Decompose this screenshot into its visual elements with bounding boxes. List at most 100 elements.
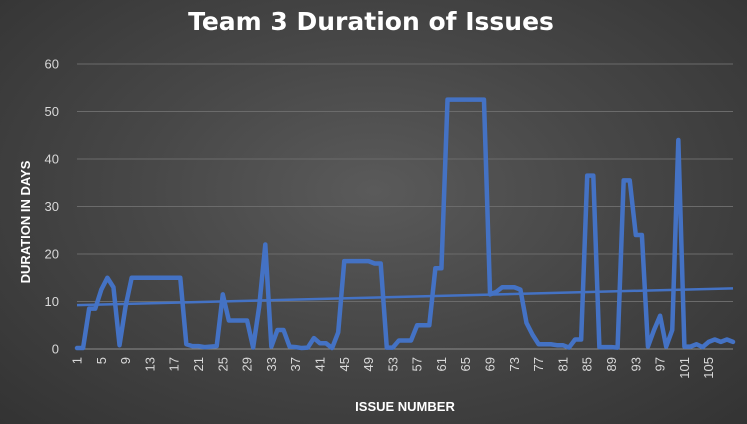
data-point — [445, 98, 450, 102]
data-point — [209, 345, 213, 349]
data-point — [160, 276, 164, 280]
y-tick-label: 0 — [52, 342, 59, 357]
data-point — [688, 345, 693, 349]
data-point — [148, 276, 152, 280]
data-point — [615, 345, 620, 350]
data-point — [719, 340, 723, 344]
x-tick-label: 101 — [677, 357, 692, 379]
data-point — [634, 233, 638, 237]
data-point — [269, 345, 273, 349]
data-point — [245, 318, 249, 323]
x-axis-label: ISSUE NUMBER — [355, 399, 455, 414]
data-point — [537, 342, 541, 346]
data-point — [464, 98, 468, 102]
x-tick-label: 69 — [483, 357, 498, 371]
data-point — [239, 318, 243, 323]
data-point — [707, 340, 711, 344]
chart-title: Team 3 Duration of Issues — [188, 7, 554, 36]
data-point — [275, 328, 280, 332]
data-point — [330, 346, 334, 350]
x-tick-label: 37 — [288, 357, 303, 371]
data-point — [591, 174, 595, 178]
data-point — [561, 343, 565, 347]
data-point — [105, 276, 109, 280]
data-point — [287, 345, 292, 349]
x-tick-label: 105 — [701, 357, 716, 379]
data-point — [433, 266, 437, 270]
data-point — [682, 345, 687, 349]
x-tick-label: 25 — [215, 357, 230, 371]
data-point — [439, 266, 444, 270]
data-point — [342, 259, 346, 263]
data-point — [196, 344, 201, 348]
data-point — [415, 323, 419, 327]
data-point — [731, 340, 735, 344]
data-point — [373, 261, 377, 266]
data-point — [609, 345, 614, 349]
y-tick-label: 20 — [45, 247, 59, 262]
x-tick-label: 61 — [434, 357, 449, 371]
data-point — [451, 98, 456, 102]
data-point — [670, 328, 674, 332]
x-tick-label: 1 — [70, 357, 85, 364]
y-tick-label: 50 — [45, 104, 59, 119]
data-point — [385, 345, 389, 350]
x-tick-label: 57 — [410, 357, 425, 371]
y-tick-label: 40 — [45, 152, 59, 167]
data-point — [306, 345, 310, 350]
x-tick-label: 29 — [240, 357, 255, 371]
data-point — [585, 174, 589, 178]
data-point — [215, 344, 219, 348]
data-point — [725, 337, 729, 342]
data-point — [354, 259, 359, 263]
data-point — [93, 307, 97, 311]
data-point — [664, 345, 668, 349]
x-tick-label: 53 — [385, 357, 400, 371]
y-tick-label: 10 — [45, 294, 59, 309]
data-point — [348, 259, 352, 263]
data-point — [397, 338, 401, 343]
x-tick-label: 89 — [604, 357, 619, 371]
data-point — [142, 276, 146, 280]
data-point — [379, 261, 383, 266]
data-point — [324, 341, 328, 345]
data-point — [202, 345, 207, 349]
data-point — [233, 318, 237, 323]
data-point — [494, 290, 498, 294]
data-point — [294, 345, 298, 349]
data-point — [427, 323, 431, 327]
data-point — [166, 276, 170, 280]
data-point — [117, 343, 122, 347]
data-point — [622, 178, 626, 182]
x-axis-ticks: 1 5 9 13 17 21 25 29 33 37 41 45 49 53 57 61 65 69 73 77 81 8… — [70, 357, 717, 379]
data-point — [512, 285, 516, 289]
data-point — [227, 318, 231, 323]
data-point — [263, 242, 267, 247]
data-point — [312, 336, 316, 340]
x-tick-label: 49 — [361, 357, 376, 371]
data-point — [75, 346, 79, 350]
data-point — [567, 345, 571, 350]
data-point — [458, 98, 462, 102]
data-point — [476, 98, 480, 102]
data-point — [300, 346, 304, 350]
data-point — [488, 292, 492, 296]
data-point — [506, 285, 510, 289]
data-point — [597, 345, 601, 349]
data-point — [646, 345, 650, 349]
data-point — [640, 233, 644, 237]
data-point — [500, 285, 504, 289]
y-tick-label: 60 — [45, 57, 59, 72]
x-tick-label: 81 — [555, 357, 570, 371]
x-tick-label: 77 — [531, 357, 546, 371]
data-point — [628, 178, 632, 182]
x-tick-label: 65 — [458, 357, 473, 371]
data-point — [130, 276, 134, 280]
data-point — [190, 344, 195, 348]
data-point — [652, 328, 656, 332]
data-point — [87, 307, 91, 311]
data-point — [336, 330, 340, 334]
data-point — [318, 341, 322, 345]
data-point — [579, 337, 583, 342]
